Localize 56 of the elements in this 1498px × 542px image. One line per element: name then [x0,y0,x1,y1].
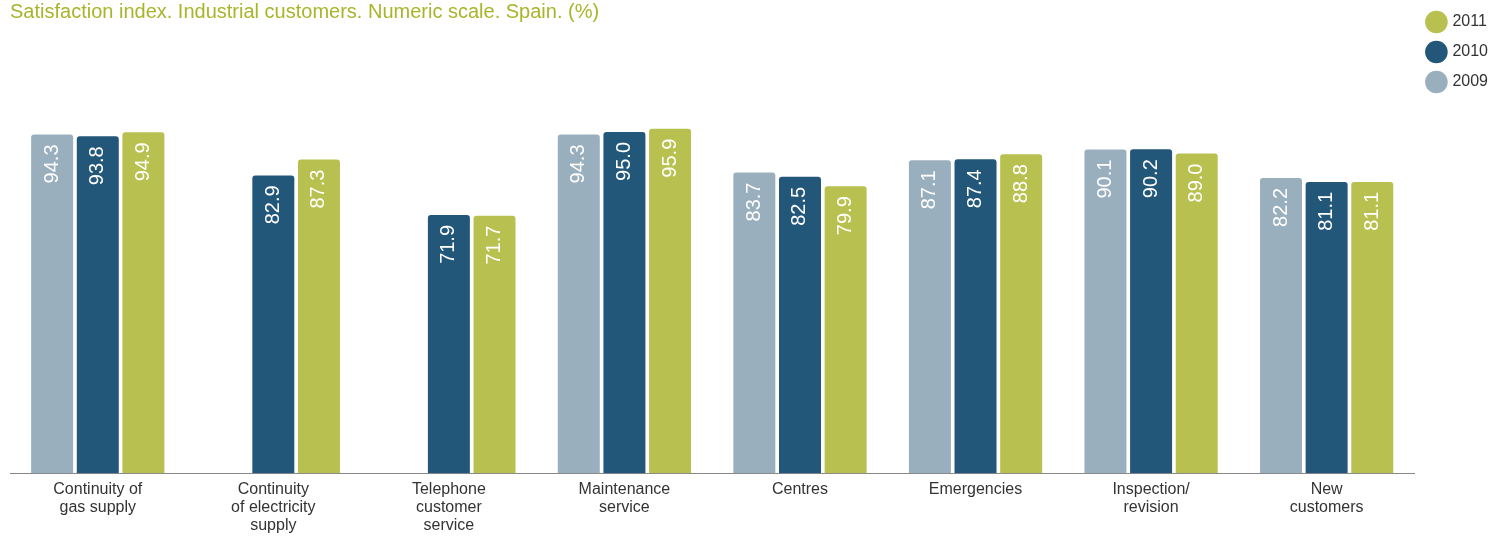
bar [473,215,516,474]
data-label: 93.8 [85,146,108,186]
data-label: 88.8 [1008,164,1031,204]
bar [1175,153,1218,474]
bar [1305,181,1348,474]
x-tick-label: Centres [771,480,828,498]
bar [297,159,340,474]
data-label: 71.7 [482,225,505,265]
bar [122,132,165,474]
data-label: 89.0 [1184,163,1207,203]
data-label: 94.3 [566,144,589,184]
bar [649,128,692,474]
x-tick-label: Maintenance service [578,480,671,516]
legend-label: 2011 [1452,12,1487,30]
x-tick-label: Emergencies [928,480,1023,498]
x-tick-label: Continuity of electricity supply [231,480,316,533]
bar [252,175,295,474]
chart-title: Satisfaction index. Industrial customers. Numeric scale. Spain. (%) [10,0,600,22]
data-label: 87.4 [963,169,986,209]
data-label: 83.7 [741,182,764,222]
bar [908,160,951,474]
data-label: 82.9 [260,185,283,225]
data-label: 95.0 [611,141,634,181]
legend-label: 2010 [1452,42,1489,60]
bar [733,172,776,474]
data-label: 87.1 [917,170,940,210]
bar [603,131,646,474]
data-label: 94.9 [130,142,153,182]
bar [1351,181,1394,474]
bar [76,136,119,474]
x-tick-label: Inspection/ revision [1112,480,1191,516]
bar [1000,154,1043,474]
bar [1259,177,1302,474]
x-tick-label: Telephone customer service [411,480,486,533]
x-tick-label: Continuity of gas supply [53,480,143,516]
x-tick-label: New customers [1289,480,1364,516]
data-label: 71.9 [436,224,459,264]
bar [427,214,470,474]
bar [557,134,600,474]
bar [31,134,74,474]
data-label: 94.3 [39,144,62,184]
bar [954,159,997,474]
legend-label: 2009 [1452,72,1489,90]
bar [778,176,821,474]
data-label: 90.2 [1138,159,1161,199]
data-label: 87.3 [306,169,329,209]
data-label: 81.1 [1314,191,1337,231]
bar [824,186,867,474]
bar [1130,149,1173,474]
data-label: 82.2 [1268,187,1291,227]
data-label: 82.5 [787,186,810,226]
data-label: 79.9 [833,196,856,236]
data-label: 95.9 [657,138,680,178]
bar [1084,149,1127,474]
data-label: 81.1 [1359,191,1382,231]
data-label: 90.1 [1092,159,1115,199]
